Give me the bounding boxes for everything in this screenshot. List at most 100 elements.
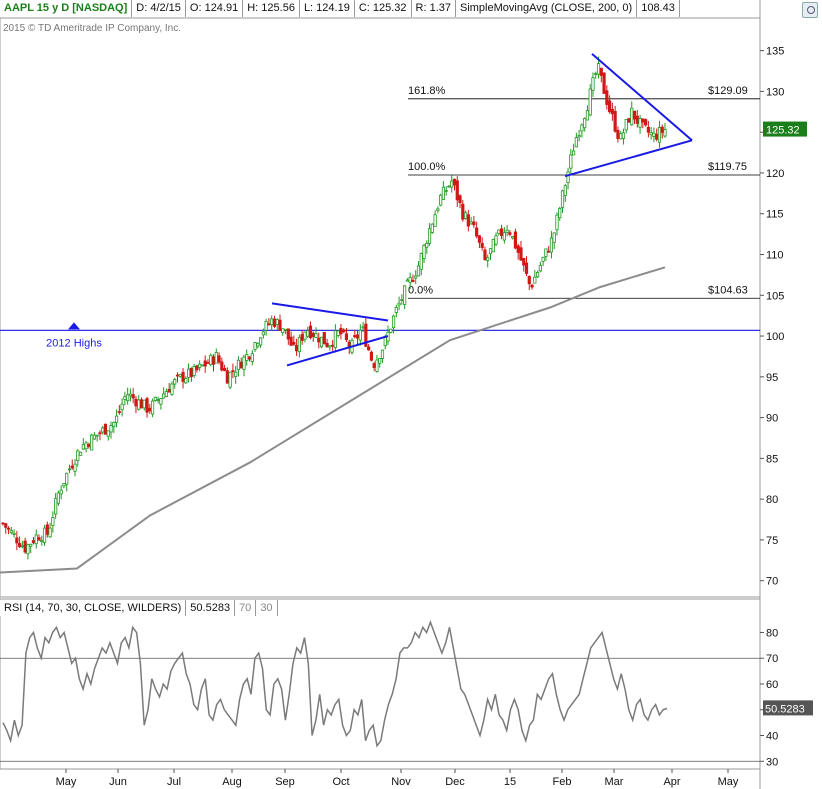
candle-body [48, 527, 52, 538]
price-y-tick-label: 95 [766, 372, 778, 384]
candle-body [109, 425, 113, 433]
candlestick-series [1, 56, 667, 560]
candle-body [491, 239, 495, 253]
candle-body [278, 319, 282, 331]
copyright-text: 2015 © TD Ameritrade IP Company, Inc. [3, 23, 182, 34]
candle-body [87, 443, 91, 447]
candle-body [416, 265, 421, 277]
candle-body [139, 399, 144, 409]
rsi-line [2, 620, 668, 748]
candle-body [577, 135, 581, 138]
candle-body [367, 346, 371, 351]
candle-body [508, 232, 512, 235]
candle-body [646, 126, 650, 133]
candle-body [602, 72, 606, 94]
candle-body [530, 284, 534, 288]
rsi-last-value-label: 50.5283 [765, 703, 805, 715]
candle-body [62, 483, 66, 487]
candle-body [558, 208, 562, 219]
candle-body [389, 328, 393, 333]
candle-body [247, 356, 252, 360]
rsi-study-label[interactable]: RSI (14, 70, 30, CLOSE, WILDERS) [0, 600, 187, 616]
fib-level-label: 161.8% [408, 85, 446, 97]
candle-body [270, 318, 274, 325]
candle-body [306, 330, 310, 337]
candle-body [660, 126, 664, 133]
candle-body [267, 323, 271, 326]
candle-body [289, 336, 293, 346]
high-value: H: 125.56 [243, 0, 300, 17]
price-y-tick-label: 105 [766, 290, 784, 302]
price-y-tick-label: 100 [766, 331, 784, 343]
candle-body [663, 129, 667, 137]
x-axis-label: Apr [663, 776, 680, 788]
candle-body [211, 356, 216, 365]
candle-body [328, 345, 332, 348]
candle-body [195, 365, 199, 371]
candle-body [397, 302, 401, 306]
price-y-tick-label: 115 [766, 209, 784, 221]
candle-body [391, 315, 396, 329]
candle-body [400, 299, 404, 301]
candle-body [439, 194, 443, 206]
rsi-overbought-level: 70 [235, 600, 257, 616]
x-axis-label: 15 [504, 776, 516, 788]
candle-body [344, 333, 349, 341]
x-axis-label: Aug [222, 776, 242, 788]
candle-body [65, 472, 69, 485]
candle-body [488, 248, 493, 255]
candle-body [76, 450, 80, 461]
candle-body [455, 180, 459, 201]
trendline [564, 139, 693, 178]
candle-body [522, 258, 526, 266]
candle-body [15, 537, 19, 544]
candle-body [552, 232, 556, 243]
candle-body [408, 277, 412, 283]
sma-value: 108.43 [637, 0, 680, 17]
candle-body [333, 330, 337, 349]
candle-body [378, 358, 382, 364]
x-axis-label: Mar [605, 776, 624, 788]
candle-body [198, 363, 202, 368]
candle-body [580, 124, 584, 132]
candle-body [414, 275, 418, 279]
candle-body [635, 115, 639, 124]
candle-body [477, 235, 482, 243]
candle-body [286, 328, 290, 340]
candle-body [6, 527, 11, 530]
candle-body [441, 186, 446, 200]
candle-body [134, 398, 138, 407]
candle-body [361, 326, 365, 329]
candle-body [419, 253, 423, 270]
candle-body [51, 517, 55, 526]
symbol-label[interactable]: AAPL 15 y D [NASDAQ] [0, 0, 133, 17]
candle-body [84, 442, 88, 450]
candle-body [281, 328, 285, 334]
candle-body [228, 371, 232, 388]
candle-body [452, 178, 457, 186]
price-y-tick-label: 70 [766, 576, 778, 588]
candle-body [95, 434, 99, 437]
candle-body [18, 543, 22, 548]
candle-body [569, 154, 573, 169]
candle-body [209, 354, 213, 365]
rsi-oversold-level: 30 [256, 600, 278, 616]
open-value: O: 124.91 [185, 0, 244, 17]
rsi-header: RSI (14, 70, 30, CLOSE, WILDERS) 50.5283… [0, 600, 278, 616]
candle-body [475, 227, 479, 237]
candle-body [239, 361, 243, 369]
candle-body [292, 341, 296, 345]
candle-body [480, 242, 484, 248]
sma-200-line [0, 266, 666, 574]
candle-body [649, 132, 653, 136]
price-y-tick-label: 90 [766, 413, 778, 425]
last-price-label: 125.32 [766, 125, 800, 137]
candle-body [380, 349, 385, 359]
settings-icon[interactable] [802, 2, 818, 18]
sma-study-label[interactable]: SimpleMovingAvg (CLOSE, 200, 0) [455, 0, 638, 17]
candle-body [331, 344, 335, 347]
candle-body [513, 231, 518, 249]
candle-body [170, 383, 174, 395]
candle-body [120, 403, 124, 411]
fib-price-label: $129.09 [708, 85, 748, 97]
